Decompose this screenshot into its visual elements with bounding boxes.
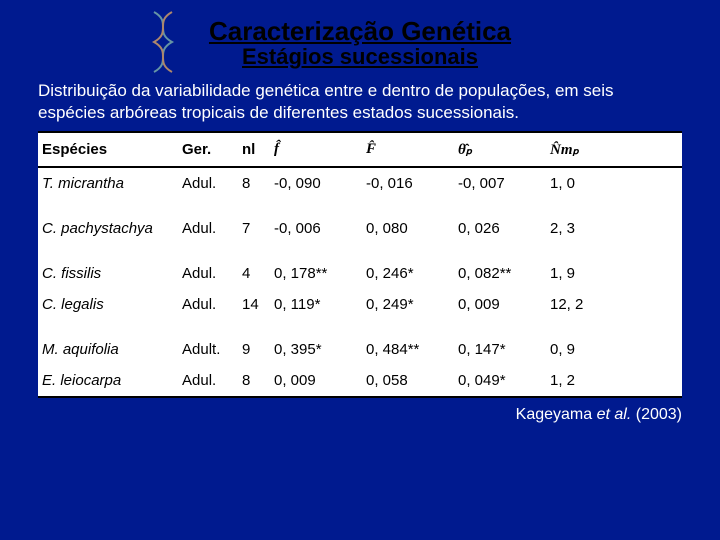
table-row: C. fissilis Adul. 4 0, 178** 0, 246* 0, …	[38, 258, 682, 289]
cell-thetap: 0, 049*	[454, 365, 546, 397]
cell-fhat: -0, 090	[270, 167, 362, 199]
citation-etal: et al.	[597, 406, 632, 423]
cell-Fhat: -0, 016	[362, 167, 454, 199]
cell-Nmp: 1, 2	[546, 365, 682, 397]
cell-Fhat: 0, 484**	[362, 334, 454, 365]
col-especies: Espécies	[38, 132, 178, 167]
col-nl: nl	[238, 132, 270, 167]
cell-especies: E. leiocarpa	[38, 365, 178, 397]
cell-fhat: 0, 395*	[270, 334, 362, 365]
cell-Nmp: 12, 2	[546, 289, 682, 320]
cell-nl: 8	[238, 167, 270, 199]
cell-especies: M. aquifolia	[38, 334, 178, 365]
cell-ger: Adul.	[178, 258, 238, 289]
table-row: T. micrantha Adul. 8 -0, 090 -0, 016 -0,…	[38, 167, 682, 199]
cell-thetap: 0, 026	[454, 213, 546, 244]
cell-fhat: 0, 009	[270, 365, 362, 397]
cell-Nmp: 0, 9	[546, 334, 682, 365]
table-spacer	[38, 199, 682, 213]
cell-nl: 14	[238, 289, 270, 320]
cell-nl: 9	[238, 334, 270, 365]
cell-thetap: 0, 009	[454, 289, 546, 320]
table-spacer	[38, 244, 682, 258]
cell-thetap: 0, 147*	[454, 334, 546, 365]
cell-thetap: 0, 082**	[454, 258, 546, 289]
cell-Fhat: 0, 058	[362, 365, 454, 397]
page-title: Caracterização Genética	[38, 18, 682, 45]
table-row: C. pachystachya Adul. 7 -0, 006 0, 080 0…	[38, 213, 682, 244]
col-fhat: f̂	[270, 132, 362, 167]
cell-ger: Adul.	[178, 289, 238, 320]
table-row: E. leiocarpa Adul. 8 0, 009 0, 058 0, 04…	[38, 365, 682, 397]
cell-Fhat: 0, 249*	[362, 289, 454, 320]
cell-especies: T. micrantha	[38, 167, 178, 199]
cell-nl: 7	[238, 213, 270, 244]
citation: Kageyama et al. (2003)	[38, 406, 682, 424]
cell-ger: Adul.	[178, 365, 238, 397]
cell-nl: 4	[238, 258, 270, 289]
citation-year: (2003)	[636, 406, 682, 423]
cell-Fhat: 0, 246*	[362, 258, 454, 289]
cell-Fhat: 0, 080	[362, 213, 454, 244]
citation-authors: Kageyama	[516, 406, 593, 423]
cell-Nmp: 1, 9	[546, 258, 682, 289]
cell-thetap: -0, 007	[454, 167, 546, 199]
page-subtitle: Estágios sucessionais	[38, 45, 682, 68]
cell-ger: Adult.	[178, 334, 238, 365]
col-thetap: θ̂ₚ	[454, 132, 546, 167]
cell-especies: C. pachystachya	[38, 213, 178, 244]
cell-fhat: 0, 119*	[270, 289, 362, 320]
table-spacer	[38, 320, 682, 334]
col-Nmp: N̂mₚ	[546, 132, 682, 167]
genetics-table: Espécies Ger. nl f̂ F̂ θ̂ₚ N̂mₚ T. micra…	[38, 131, 682, 398]
cell-Nmp: 1, 0	[546, 167, 682, 199]
intro-text: Distribuição da variabilidade genética e…	[38, 80, 682, 123]
cell-fhat: 0, 178**	[270, 258, 362, 289]
cell-ger: Adul.	[178, 167, 238, 199]
table-row: M. aquifolia Adult. 9 0, 395* 0, 484** 0…	[38, 334, 682, 365]
col-ger: Ger.	[178, 132, 238, 167]
cell-ger: Adul.	[178, 213, 238, 244]
table-row: C. legalis Adul. 14 0, 119* 0, 249* 0, 0…	[38, 289, 682, 320]
cell-Nmp: 2, 3	[546, 213, 682, 244]
cell-nl: 8	[238, 365, 270, 397]
col-Fhat: F̂	[362, 132, 454, 167]
cell-especies: C. fissilis	[38, 258, 178, 289]
dna-icon	[148, 10, 178, 80]
cell-especies: C. legalis	[38, 289, 178, 320]
table-header-row: Espécies Ger. nl f̂ F̂ θ̂ₚ N̂mₚ	[38, 132, 682, 167]
cell-fhat: -0, 006	[270, 213, 362, 244]
